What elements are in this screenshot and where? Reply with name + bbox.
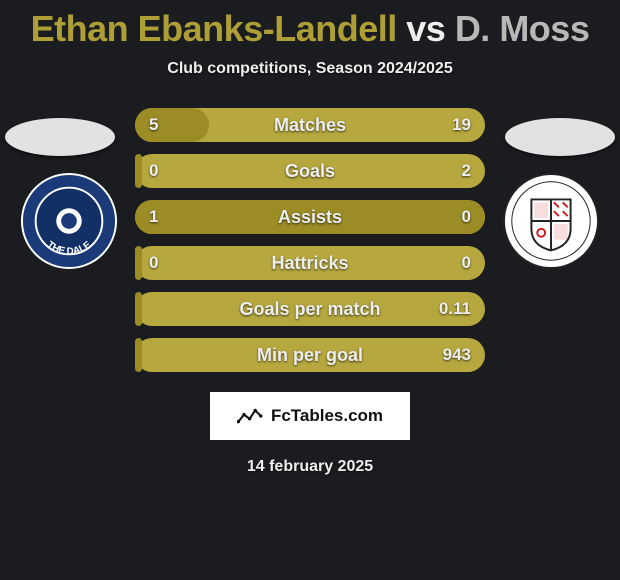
stat-value-right: 2	[462, 154, 471, 188]
stat-value-right: 19	[452, 108, 471, 142]
stat-value-left: 0	[149, 246, 158, 280]
subtitle: Club competitions, Season 2024/2025	[0, 60, 620, 78]
stat-value-right: 0.11	[439, 292, 471, 326]
stat-value-right: 0	[462, 246, 471, 280]
watermark: FcTables.com	[210, 392, 410, 440]
stat-row: Goals0 2	[135, 154, 485, 188]
stat-row: Goals per match0.11	[135, 292, 485, 326]
stat-value-left: 5	[149, 108, 158, 142]
stat-label: Min per goal	[135, 338, 485, 372]
page-title: Ethan Ebanks-Landell vs D. Moss	[0, 0, 620, 50]
stat-value-left: 1	[149, 200, 158, 234]
oval-left	[5, 118, 115, 156]
stat-row: Min per goal943	[135, 338, 485, 372]
crest-left: THE DALE	[20, 172, 118, 270]
player-left-name: Ethan Ebanks-Landell	[31, 8, 397, 49]
stat-row: Matches5 19	[135, 108, 485, 142]
crest-right	[502, 172, 600, 270]
crest-left-svg: THE DALE	[20, 172, 118, 270]
stat-value-left: 0	[149, 154, 158, 188]
stat-label: Assists	[135, 200, 485, 234]
stat-label: Hattricks	[135, 246, 485, 280]
stat-label: Matches	[135, 108, 485, 142]
crest-right-svg	[502, 172, 600, 270]
stat-label: Goals per match	[135, 292, 485, 326]
watermark-text: FcTables.com	[271, 406, 383, 426]
oval-right	[505, 118, 615, 156]
stat-value-right: 0	[462, 200, 471, 234]
vs-text: vs	[406, 8, 445, 49]
watermark-icon	[237, 406, 265, 426]
stat-value-right: 943	[443, 338, 471, 372]
stat-row: Assists1 0	[135, 200, 485, 234]
player-right-name: D. Moss	[455, 8, 590, 49]
stat-label: Goals	[135, 154, 485, 188]
date: 14 february 2025	[0, 458, 620, 476]
stat-row: Hattricks0 0	[135, 246, 485, 280]
